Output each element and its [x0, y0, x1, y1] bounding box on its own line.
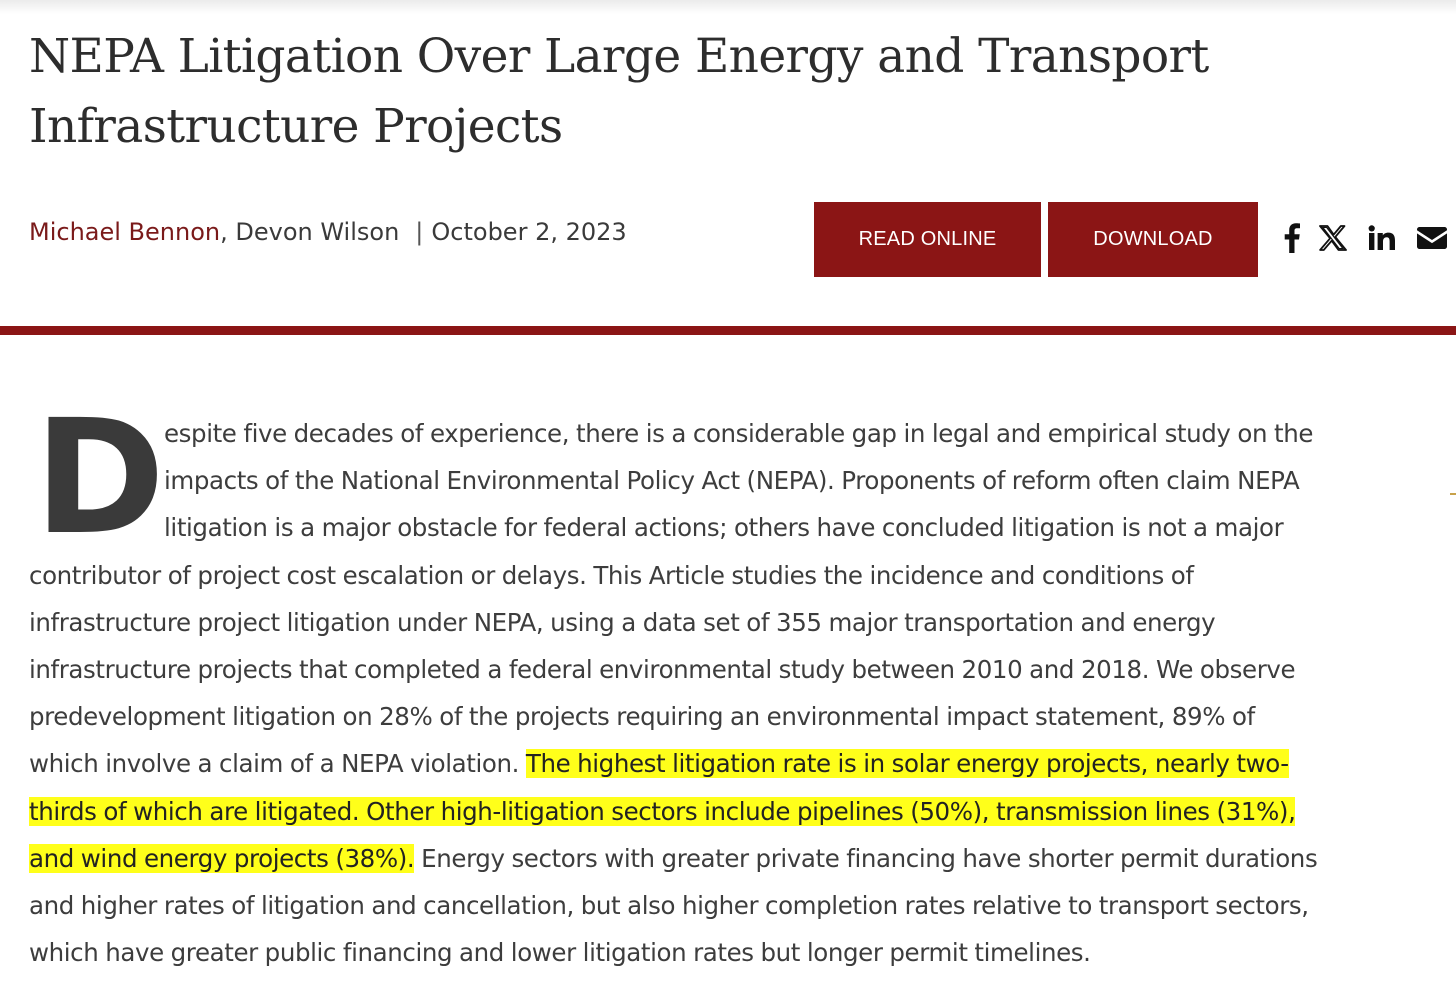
- abstract-line: which have greater public financing and …: [29, 938, 1091, 968]
- side-marker: [1450, 493, 1456, 495]
- header-divider: [0, 326, 1456, 335]
- facebook-icon[interactable]: [1278, 218, 1306, 258]
- email-icon[interactable]: [1412, 218, 1452, 258]
- abstract-line: and higher rates of litigation and cance…: [29, 890, 1309, 920]
- author-link-michael-bennon[interactable]: Michael Bennon: [29, 218, 221, 246]
- read-online-button[interactable]: READ ONLINE: [814, 202, 1041, 277]
- highlighted-text: and wind energy projects (38%).: [29, 843, 415, 873]
- abstract-line: litigation is a major obstacle for feder…: [164, 513, 1284, 543]
- highlighted-text: The highest litigation rate is in solar …: [525, 749, 1289, 779]
- abstract-line: predevelopment litigation on 28% of the …: [29, 702, 1255, 732]
- abstract-line: infrastructure projects that completed a…: [29, 654, 1296, 684]
- abstract-line: espite five decades of experience, there…: [164, 419, 1314, 448]
- top-shadow: [0, 0, 1456, 14]
- abstract-line: which involve a claim of a NEPA violatio…: [29, 740, 1317, 787]
- publish-date: October 2, 2023: [431, 218, 627, 246]
- abstract-text: which involve a claim of a NEPA violatio…: [29, 749, 526, 779]
- byline: Michael Bennon, Devon Wilson | October 2, …: [29, 213, 627, 251]
- abstract-line: contributor of project cost escalation o…: [29, 560, 1194, 590]
- author-devon-wilson: Devon Wilson: [235, 218, 400, 246]
- abstract-line: and wind energy projects (38%). Energy s…: [29, 835, 1318, 882]
- abstract-line: impacts of the National Environmental Po…: [164, 466, 1300, 496]
- abstract-text: Energy sectors with greater private fina…: [414, 843, 1318, 873]
- abstract-paragraph: espite five decades of experience, there…: [29, 410, 1318, 976]
- article-title: NEPA Litigation Over Large Energy and Tr…: [29, 29, 1209, 154]
- author-separator: ,: [220, 218, 236, 246]
- byline-divider: |: [415, 218, 424, 246]
- linkedin-icon[interactable]: [1364, 218, 1400, 258]
- abstract-line: infrastructure project litigation under …: [29, 607, 1216, 637]
- highlighted-text: thirds of which are litigated. Other hig…: [29, 796, 1296, 826]
- x-icon[interactable]: [1316, 218, 1350, 258]
- download-button[interactable]: DOWNLOAD: [1048, 202, 1258, 277]
- drop-cap: D: [34, 386, 166, 570]
- abstract-line: thirds of which are litigated. Other hig…: [29, 788, 1317, 835]
